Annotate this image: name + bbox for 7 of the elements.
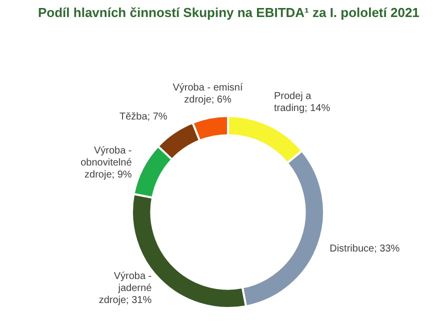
slice-label: Prodej a trading; 14% bbox=[274, 91, 330, 114]
slice-label: Těžba; 7% bbox=[119, 111, 168, 122]
chart-title: Podíl hlavních činností Skupiny na EBITDA¹ za I. pololetí 2021 bbox=[38, 5, 420, 20]
slice-label: Výroba - jaderné zdroje; 31% bbox=[98, 271, 152, 306]
slice-label: Výroba - emisní zdroje; 6% bbox=[172, 82, 243, 106]
slice-label: Distribuce; 33% bbox=[330, 243, 400, 254]
slice-label: Výroba - obnovitelné zdroje; 9% bbox=[80, 146, 132, 181]
